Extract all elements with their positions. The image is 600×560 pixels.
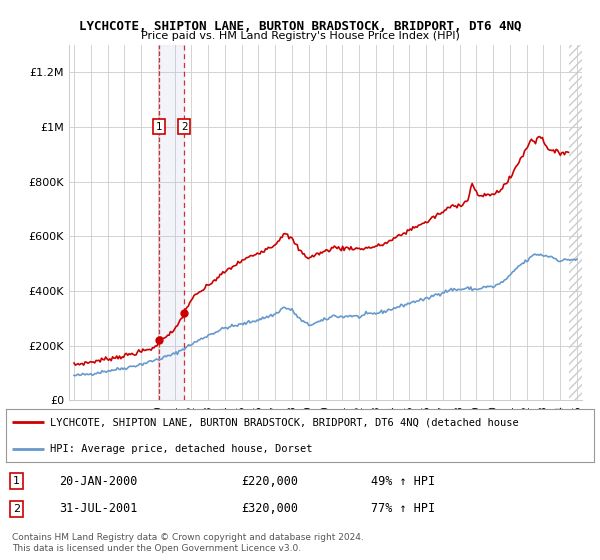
Text: 77% ↑ HPI: 77% ↑ HPI [371,502,434,515]
Text: £320,000: £320,000 [241,502,298,515]
Text: £220,000: £220,000 [241,475,298,488]
Bar [158,45,184,400]
Bar [569,45,586,400]
Text: Contains HM Land Registry data © Crown copyright and database right 2024.
This d: Contains HM Land Registry data © Crown c… [12,533,364,553]
Text: Price paid vs. HM Land Registry's House Price Index (HPI): Price paid vs. HM Land Registry's House … [140,31,460,41]
Text: 49% ↑ HPI: 49% ↑ HPI [371,475,434,488]
Text: LYCHCOTE, SHIPTON LANE, BURTON BRADSTOCK, BRIDPORT, DT6 4NQ (detached house: LYCHCOTE, SHIPTON LANE, BURTON BRADSTOCK… [50,417,519,427]
Text: LYCHCOTE, SHIPTON LANE, BURTON BRADSTOCK, BRIDPORT, DT6 4NQ: LYCHCOTE, SHIPTON LANE, BURTON BRADSTOCK… [79,20,521,32]
Text: 1: 1 [13,476,20,486]
Text: 1: 1 [155,122,162,132]
Text: 20-JAN-2000: 20-JAN-2000 [59,475,137,488]
Text: 2: 2 [13,504,20,514]
Text: HPI: Average price, detached house, Dorset: HPI: Average price, detached house, Dors… [50,444,313,454]
Text: 2: 2 [181,122,188,132]
Text: 31-JUL-2001: 31-JUL-2001 [59,502,137,515]
